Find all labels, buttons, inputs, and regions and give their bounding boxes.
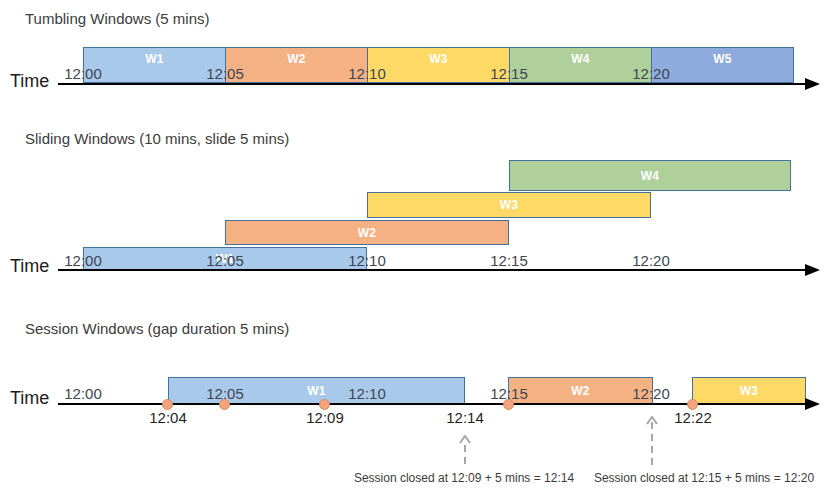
event-dot-12-22 (687, 399, 698, 410)
session-tick-12-00: 12:00 (53, 385, 113, 402)
tumbling-tick-12-00: 12:00 (53, 65, 113, 82)
sliding-tick-12-00: 12:00 (53, 252, 113, 269)
window-label: W4 (641, 169, 660, 183)
event-time-label-12-14: 12:14 (433, 409, 497, 426)
window-label: W1 (307, 384, 326, 398)
window-label: W3 (740, 384, 759, 398)
session-time-axis-label: Time (10, 388, 49, 409)
session-close-arrow-icon (458, 435, 472, 465)
tumbling-time-axis-line (58, 83, 806, 85)
window-label: W2 (571, 384, 590, 398)
event-time-label-12-04: 12:04 (136, 409, 200, 426)
tumbling-tick-12-15: 12:15 (479, 65, 539, 82)
window-label: W3 (500, 198, 519, 212)
session-close-arrow-icon (645, 416, 659, 466)
event-dot-12-05 (219, 399, 230, 410)
event-dot-12-04 (162, 399, 173, 410)
sliding-tick-12-15: 12:15 (479, 252, 539, 269)
windowing-diagrams: Tumbling Windows (5 mins) Time W1 W2 W3 … (0, 0, 829, 498)
event-time-label-12-22: 12:22 (661, 409, 725, 426)
event-time-label-12-09: 12:09 (293, 409, 357, 426)
session-time-axis-arrow-icon (805, 398, 820, 410)
window-label: W3 (429, 52, 448, 66)
session-close-annotation: Session closed at 12:09 + 5 mins = 12:14 (346, 471, 582, 485)
sliding-title: Sliding Windows (10 mins, slide 5 mins) (25, 130, 289, 147)
tumbling-tick-12-05: 12:05 (195, 65, 255, 82)
session-window-w3: W3 (692, 377, 806, 404)
session-tick-12-10: 12:10 (337, 385, 397, 402)
session-close-annotation: Session closed at 12:15 + 5 mins = 12:20 (586, 471, 822, 485)
tumbling-time-axis-label: Time (10, 71, 49, 92)
sliding-window-w3: W3 (367, 192, 651, 218)
window-label: W2 (358, 226, 377, 240)
sliding-time-axis-line (58, 269, 806, 271)
tumbling-tick-12-10: 12:10 (337, 65, 397, 82)
sliding-tick-12-20: 12:20 (621, 252, 681, 269)
tumbling-tick-12-20: 12:20 (621, 65, 681, 82)
sliding-time-axis-label: Time (10, 256, 49, 277)
tumbling-title: Tumbling Windows (5 mins) (25, 10, 210, 27)
session-title: Session Windows (gap duration 5 mins) (25, 320, 289, 337)
sliding-window-w4: W4 (509, 160, 791, 191)
window-label: W5 (713, 52, 732, 66)
tumbling-time-axis-arrow-icon (805, 78, 820, 90)
session-tick-12-20: 12:20 (621, 385, 681, 402)
event-dot-12-09 (319, 399, 330, 410)
window-label: W4 (571, 52, 590, 66)
sliding-tick-12-10: 12:10 (337, 252, 397, 269)
event-dot-12-15 (503, 399, 514, 410)
sliding-window-w2: W2 (225, 220, 509, 245)
sliding-time-axis-arrow-icon (805, 264, 820, 276)
window-label: W1 (145, 52, 164, 66)
window-label: W2 (287, 52, 306, 66)
sliding-tick-12-05: 12:05 (195, 252, 255, 269)
